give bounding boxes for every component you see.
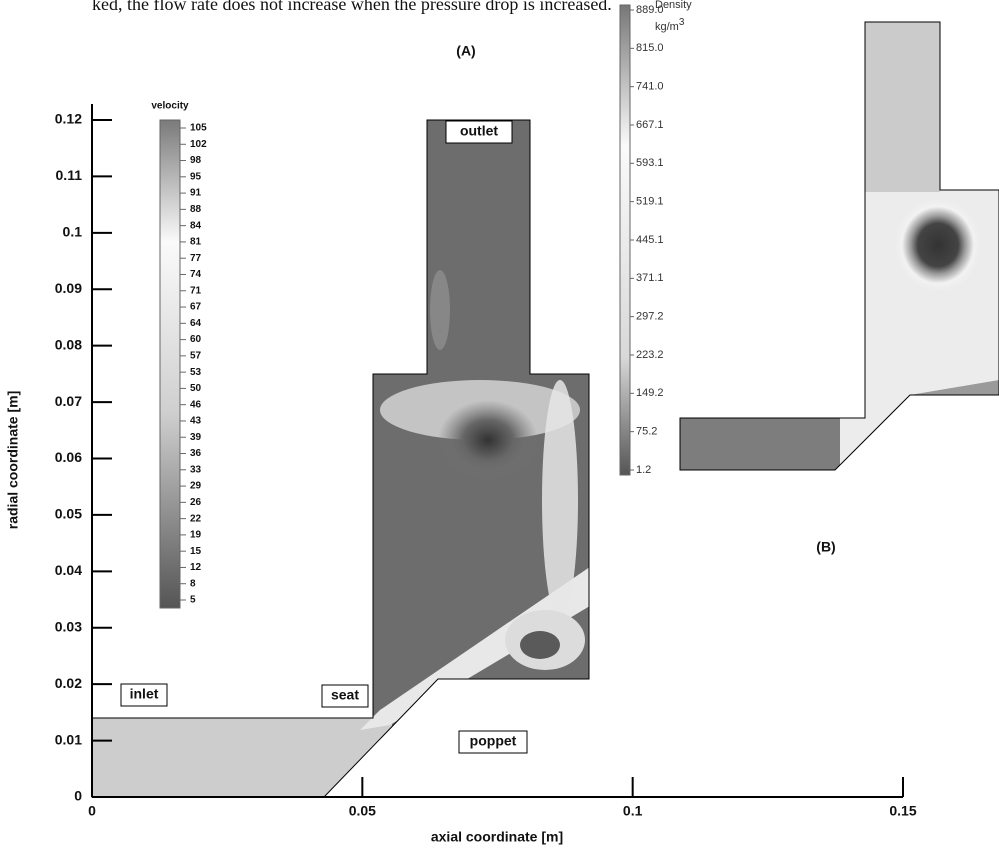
colorbar-label: 371.1 xyxy=(636,272,664,284)
colorbar-label: 223.2 xyxy=(636,349,664,361)
annotation: outlet xyxy=(460,123,498,139)
colorbar-label: 43 xyxy=(190,416,202,427)
colorbar-label: 19 xyxy=(190,530,202,541)
y-tick-label: 0.05 xyxy=(55,506,82,522)
colorbar-label: 36 xyxy=(190,448,202,459)
x-axis-label: axial coordinate [m] xyxy=(431,829,563,845)
colorbar-label: 74 xyxy=(190,269,202,280)
colorbar-label: 26 xyxy=(190,497,202,508)
label-box xyxy=(321,684,369,708)
label-box xyxy=(120,683,168,707)
y-tick-label: 0.07 xyxy=(55,393,82,409)
colorbar-label: 67 xyxy=(190,302,202,313)
colorbar-label: 64 xyxy=(190,318,202,329)
y-tick-label: 0.08 xyxy=(55,336,82,352)
colorbar-label: 91 xyxy=(190,188,202,199)
y-tick-label: 0.04 xyxy=(55,562,82,578)
y-tick-label: 0.01 xyxy=(55,731,82,747)
colorbar-label: 71 xyxy=(190,285,202,296)
colorbar-label: 5 xyxy=(190,595,196,606)
colorbar-label: 519.1 xyxy=(636,196,664,208)
annotation: poppet xyxy=(470,733,517,749)
colorbar-label: 102 xyxy=(190,139,207,150)
y-tick-label: 0.1 xyxy=(63,224,83,240)
boundary-a xyxy=(91,119,590,798)
colorbar-label: 741.0 xyxy=(636,81,664,93)
colorbar-label: 149.2 xyxy=(636,387,664,399)
density-title: Density xyxy=(655,0,692,11)
colorbar-label: 95 xyxy=(190,171,202,182)
y-tick-label: 0 xyxy=(74,788,82,804)
y-tick-label: 0.02 xyxy=(55,675,82,691)
x-tick-label: 0 xyxy=(88,803,96,819)
y-tick-label: 0.12 xyxy=(55,111,82,127)
colorbar-label: 75.2 xyxy=(636,426,657,438)
caption: ked, the flow rate does not increase whe… xyxy=(92,0,612,14)
velocity-colorbar xyxy=(159,119,181,609)
annotation: seat xyxy=(331,687,359,703)
x-tick-label: 0.15 xyxy=(889,803,916,819)
colorbar-label: 60 xyxy=(190,334,202,345)
colorbar-label: 50 xyxy=(190,383,202,394)
colorbar-label: 1.2 xyxy=(636,464,651,476)
colorbar-label: 98 xyxy=(190,155,202,166)
unit: kg/m xyxy=(655,21,679,33)
colorbar-label: 33 xyxy=(190,464,202,475)
velocity-title: velocity xyxy=(151,101,189,112)
colorbar-label: 445.1 xyxy=(636,234,664,246)
boundary-b xyxy=(679,21,999,471)
unit-exponent: 3 xyxy=(679,17,685,28)
y-tick-label: 0.11 xyxy=(56,167,83,183)
label-box xyxy=(458,730,528,754)
panel-label: (A) xyxy=(456,43,475,59)
y-tick-label: 0.03 xyxy=(55,618,82,634)
colorbar-label: 39 xyxy=(190,432,202,443)
colorbar-label: 53 xyxy=(190,367,202,378)
y-tick-label: 0.06 xyxy=(55,449,82,465)
x-tick-label: 0.05 xyxy=(349,803,376,819)
colorbar-label: 105 xyxy=(190,123,207,134)
colorbar-label: 77 xyxy=(190,253,202,264)
colorbar-label: 815.0 xyxy=(636,42,664,54)
colorbar-label: 29 xyxy=(190,481,202,492)
density-colorbar xyxy=(619,4,631,476)
label-box xyxy=(445,120,513,144)
colorbar-label: 84 xyxy=(190,220,202,231)
colorbar-label: 667.1 xyxy=(636,119,664,131)
colorbar-label: 593.1 xyxy=(636,157,664,169)
colorbar-label: 46 xyxy=(190,399,202,410)
colorbar-label: 12 xyxy=(190,562,202,573)
colorbar-label: 8 xyxy=(190,578,196,589)
x-tick-label: 0.1 xyxy=(623,803,643,819)
annotation: inlet xyxy=(130,686,159,702)
colorbar-label: 81 xyxy=(190,237,202,248)
y-axis-label: radial coordinate [m] xyxy=(5,391,21,529)
density-unit: kg/m3 xyxy=(655,17,685,33)
colorbar-label: 88 xyxy=(190,204,202,215)
colorbar-label: 889.0 xyxy=(636,4,664,16)
panel-label: (B) xyxy=(816,539,835,555)
field-b xyxy=(680,22,999,470)
y-tick-label: 0.09 xyxy=(55,280,82,296)
colorbar-label: 297.2 xyxy=(636,311,664,323)
colorbar-label: 57 xyxy=(190,351,202,362)
colorbar-label: 22 xyxy=(190,513,202,524)
colorbar-label: 15 xyxy=(190,546,202,557)
